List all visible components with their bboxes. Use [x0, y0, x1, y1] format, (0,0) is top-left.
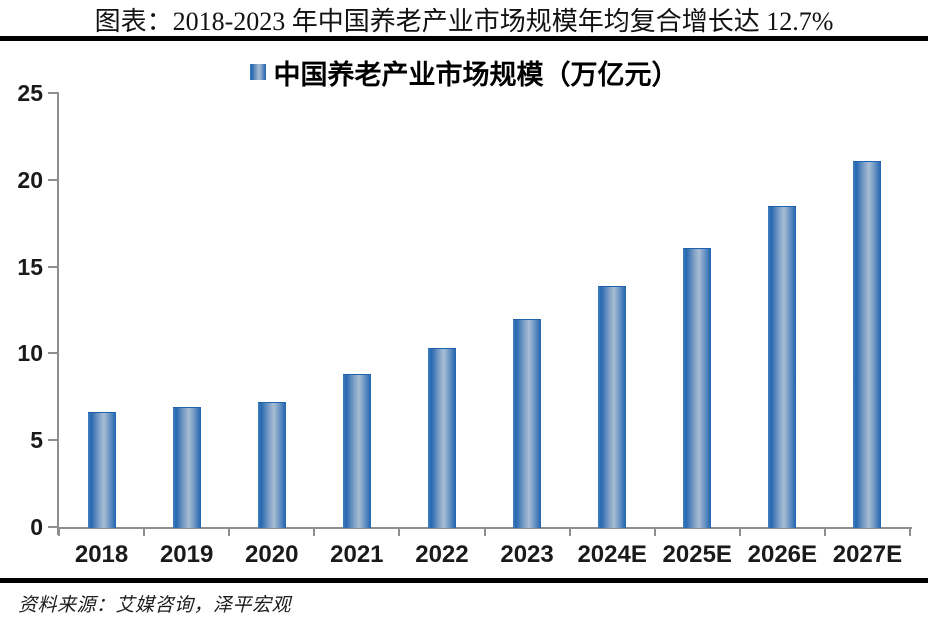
x-axis-tick	[653, 529, 656, 536]
x-axis-tick	[738, 529, 741, 536]
y-axis-tick	[48, 92, 57, 94]
y-axis-tick	[48, 352, 57, 355]
y-axis-tick-label: 5	[30, 427, 43, 454]
x-axis-label-2023: 2023	[500, 541, 554, 568]
x-axis-tick	[58, 529, 60, 536]
y-axis-line	[57, 92, 59, 535]
y-axis-tick-label: 20	[17, 166, 43, 193]
legend-label: 中国养老产业市场规模（万亿元）	[273, 59, 679, 90]
x-axis-tick	[143, 529, 146, 536]
legend-swatch-icon	[249, 64, 266, 80]
x-axis-tick	[823, 529, 826, 536]
bar-2019	[172, 407, 201, 528]
bar-2024E	[598, 285, 627, 528]
x-axis-line	[57, 527, 912, 529]
x-axis-tick	[398, 529, 401, 536]
x-axis-label-2018: 2018	[74, 541, 129, 568]
x-axis-label-2025E: 2025E	[662, 541, 732, 568]
title-divider	[0, 36, 928, 41]
bar-2018	[87, 412, 116, 528]
x-axis-tick	[313, 529, 316, 536]
y-axis-tick	[48, 265, 57, 268]
x-axis-label-2027E: 2027E	[832, 541, 903, 568]
bar-2025E	[683, 247, 712, 528]
x-axis-tick	[483, 529, 486, 536]
x-axis-label-2019: 2019	[159, 541, 214, 568]
chart-legend: 中国养老产业市场规模（万亿元）	[0, 56, 928, 90]
y-axis-tick	[48, 526, 57, 528]
bar-2021	[342, 374, 371, 528]
y-axis-tick	[48, 439, 57, 442]
bar-2026E	[768, 205, 797, 528]
x-axis-label-2022: 2022	[415, 541, 469, 568]
x-axis-label-2024E: 2024E	[577, 541, 647, 568]
y-axis-tick-label: 0	[30, 514, 43, 540]
bar-2023	[513, 318, 542, 528]
y-axis-tick-label: 25	[17, 80, 43, 106]
y-axis-tick	[48, 178, 57, 181]
x-axis-label-2026E: 2026E	[747, 541, 818, 568]
x-axis-label-2021: 2021	[330, 541, 384, 568]
bar-2022	[427, 348, 456, 528]
x-axis-label-2020: 2020	[245, 541, 299, 568]
x-axis-tick	[228, 529, 231, 536]
y-axis-tick-label: 15	[17, 253, 43, 280]
x-axis-tick	[909, 529, 911, 536]
source-note: 资料来源：艾媒咨询，泽平宏观	[18, 595, 292, 616]
bar-2020	[257, 402, 286, 528]
y-axis-tick-label: 10	[17, 340, 43, 367]
bar-2027E	[853, 160, 882, 528]
chart-title: 图表：2018-2023 年中国养老产业市场规模年均复合增长达 12.7%	[94, 7, 834, 36]
footer-divider	[0, 578, 928, 583]
x-axis-tick	[568, 529, 571, 536]
